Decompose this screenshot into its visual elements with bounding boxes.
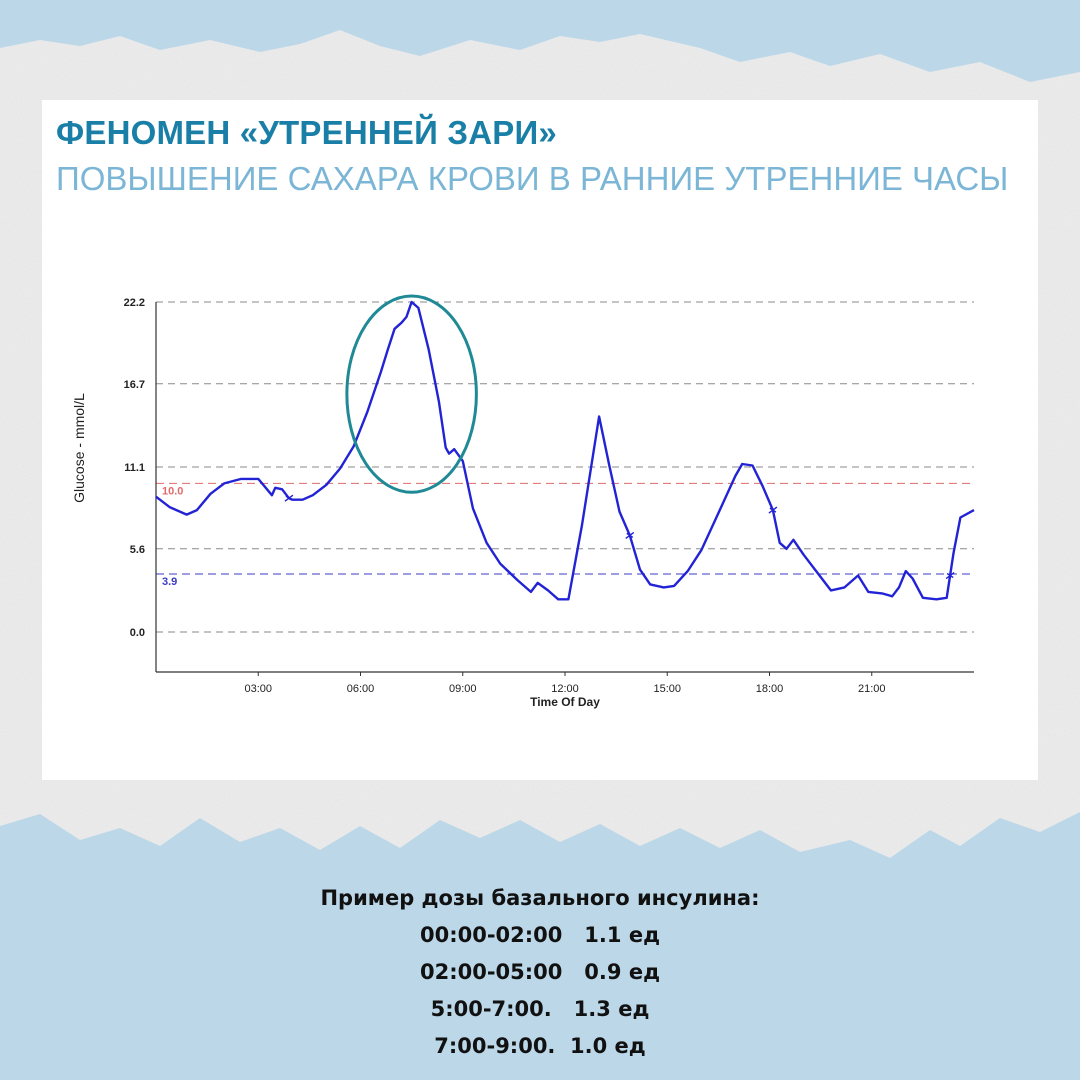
x-tick-label: 18:00 <box>756 683 784 695</box>
y-tick-labels: 0.0 5.6 11.1 16.7 22.2 <box>124 297 145 639</box>
basal-dose-info: Пример дозы базального инсулина: 00:00-0… <box>0 880 1080 1065</box>
dose-item-3: 5:00-7:00. 1.3 ед <box>430 997 650 1021</box>
event-markers <box>284 494 955 580</box>
y-tick-label: 5.6 <box>130 544 145 556</box>
event-marker <box>945 571 955 580</box>
page-title: ФЕНОМЕН «УТРЕННЕЙ ЗАРИ» <box>56 114 557 151</box>
x-tick-label: 21:00 <box>858 683 886 695</box>
grid-lines <box>156 301 974 633</box>
x-axis-label: Time Of Day <box>530 695 600 709</box>
highlight-annotation <box>345 294 478 494</box>
dose-item-2: 02:00-05:00 0.9 ед <box>419 960 661 984</box>
glucose-line <box>155 300 975 601</box>
x-tick-label: 12:00 <box>551 683 579 695</box>
y-tick-label: 0.0 <box>130 627 145 639</box>
threshold-label: 10.0 <box>162 485 183 497</box>
dose-item-4: 7:00-9:00. 1.0 ед <box>434 1034 646 1058</box>
threshold-lines: 10.0 3.9 <box>156 482 974 588</box>
y-axis-label: Glucose - mmol/L <box>71 393 87 503</box>
dose-heading: Пример дозы базального инсулина: <box>320 886 760 910</box>
x-tick-label: 03:00 <box>244 683 272 695</box>
dose-item-1: 00:00-02:00 1.1 ед <box>419 923 661 947</box>
chart-axes <box>155 302 974 673</box>
y-tick-label: 11.1 <box>124 462 145 474</box>
x-tick-label: 09:00 <box>449 683 477 695</box>
page-subtitle: ПОВЫШЕНИЕ САХАРА КРОВИ В РАННИЕ УТРЕННИЕ… <box>56 160 1009 197</box>
event-marker <box>625 531 635 539</box>
event-marker <box>768 506 778 514</box>
threshold-label: 3.9 <box>162 576 177 588</box>
glucose-chart: 10.0 3.9 0.0 5.6 11.1 16.7 22.2 03:00 06:00 09:… <box>71 294 975 709</box>
content-card: ФЕНОМЕН «УТРЕННЕЙ ЗАРИ» ПОВЫШЕНИЕ САХАРА… <box>42 100 1038 780</box>
x-tick-label: 06:00 <box>347 683 375 695</box>
event-marker <box>284 494 294 502</box>
x-tick-labels: 03:00 06:00 09:00 12:00 15:00 18:00 21:00 <box>244 672 886 695</box>
glucose-series <box>155 300 975 601</box>
y-tick-label: 16.7 <box>124 379 145 391</box>
highlight-ellipse <box>345 294 478 494</box>
y-tick-label: 22.2 <box>124 297 145 309</box>
x-tick-label: 15:00 <box>653 683 681 695</box>
